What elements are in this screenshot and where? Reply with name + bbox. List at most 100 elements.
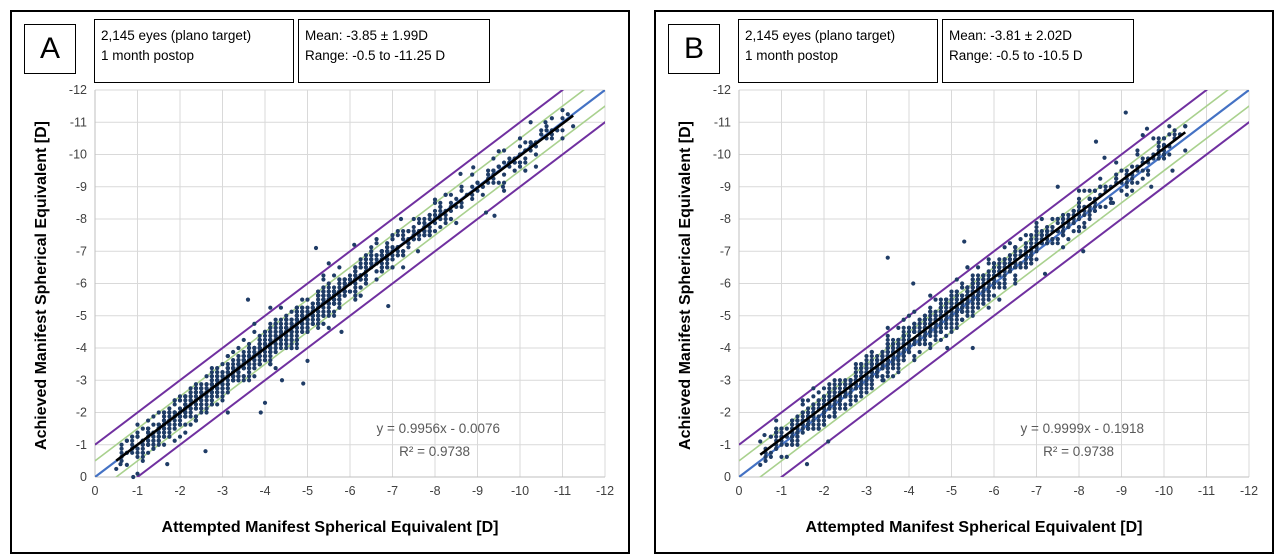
data-point — [193, 394, 199, 399]
data-point — [928, 313, 933, 318]
data-point — [422, 220, 427, 226]
x-tick-label: 0 — [736, 484, 743, 498]
data-point — [832, 386, 837, 391]
data-point — [1002, 285, 1007, 290]
data-point — [209, 402, 214, 407]
data-point — [374, 253, 379, 258]
data-point — [970, 277, 975, 282]
data-point — [395, 233, 400, 238]
data-point — [970, 281, 975, 286]
data-point — [406, 228, 411, 234]
data-point — [326, 309, 331, 314]
data-point — [347, 277, 353, 282]
data-point — [422, 216, 427, 222]
data-point — [199, 390, 204, 395]
data-point — [1034, 220, 1039, 226]
y-tick-label: -3 — [76, 373, 87, 387]
data-point — [438, 224, 443, 230]
data-point — [949, 289, 954, 294]
data-point — [193, 390, 199, 395]
data-points — [758, 110, 1188, 468]
data-point — [140, 454, 145, 459]
data-point — [151, 442, 156, 447]
x-tick-label: -2 — [818, 484, 829, 498]
data-point — [385, 261, 390, 266]
data-point — [832, 402, 837, 407]
data-point — [986, 257, 991, 262]
data-point — [140, 450, 145, 455]
data-point — [294, 313, 299, 318]
data-point — [1007, 257, 1013, 262]
data-point — [901, 329, 906, 334]
data-point — [470, 172, 475, 177]
data-point — [146, 430, 151, 435]
data-point — [486, 172, 491, 177]
x-tick-label: -5 — [946, 484, 957, 498]
data-point — [843, 394, 848, 399]
data-point — [960, 317, 965, 322]
data-point — [827, 406, 832, 411]
data-point — [204, 406, 209, 411]
data-point — [284, 321, 289, 326]
panel-label: B — [668, 24, 720, 74]
data-point — [124, 438, 129, 443]
data-point — [204, 410, 209, 415]
data-point — [991, 285, 997, 290]
data-point — [864, 366, 869, 371]
data-point — [1098, 176, 1103, 181]
data-point — [975, 273, 981, 278]
data-point — [837, 406, 843, 411]
y-tick-label: -10 — [69, 148, 87, 162]
scatter-plot-b: 0 -1 -2 -3 -4 -5 -6 -7 -8 -9 -10 -11 -12 0 -1 -2 -3 -4 -5 -… — [677, 83, 1258, 536]
data-point — [901, 349, 906, 355]
data-point — [273, 341, 278, 347]
data-point — [954, 313, 959, 318]
data-point — [1130, 164, 1135, 169]
data-point — [827, 394, 832, 399]
data-point — [231, 349, 236, 355]
data-point — [300, 325, 305, 330]
data-point — [231, 378, 236, 383]
data-point — [268, 337, 273, 343]
data-point — [928, 309, 933, 314]
data-point — [965, 301, 970, 306]
data-point — [331, 301, 337, 306]
data-point — [326, 305, 331, 310]
data-point — [294, 309, 299, 314]
data-point — [496, 149, 501, 154]
data-point — [156, 434, 161, 439]
data-point — [316, 309, 321, 314]
data-point — [1055, 237, 1060, 242]
data-point — [1082, 220, 1087, 226]
data-point — [1034, 257, 1039, 262]
data-point — [284, 337, 289, 343]
data-point — [252, 374, 257, 379]
data-point — [816, 418, 821, 423]
data-point — [938, 329, 943, 334]
data-point — [758, 439, 763, 444]
data-point — [363, 261, 369, 266]
data-point — [917, 341, 922, 347]
data-point — [1023, 261, 1028, 266]
x-tick-label: -8 — [1073, 484, 1084, 498]
data-point — [369, 249, 374, 254]
data-point — [395, 228, 400, 234]
data-point — [1098, 204, 1103, 210]
data-point — [1002, 261, 1007, 266]
y-tick-label: -8 — [76, 212, 87, 226]
data-point — [331, 309, 337, 314]
data-point — [981, 289, 986, 294]
data-point — [316, 321, 321, 326]
data-point — [784, 426, 789, 431]
data-point — [543, 120, 548, 125]
data-point — [268, 345, 273, 351]
data-point — [193, 386, 199, 391]
data-point — [130, 438, 135, 443]
data-point — [401, 253, 406, 258]
data-point — [183, 430, 188, 435]
data-point — [390, 233, 395, 238]
data-point — [268, 305, 273, 310]
data-point — [172, 418, 177, 423]
data-point — [352, 242, 357, 247]
x-axis-title: Attempted Manifest Spherical Equivalent … — [162, 519, 499, 536]
